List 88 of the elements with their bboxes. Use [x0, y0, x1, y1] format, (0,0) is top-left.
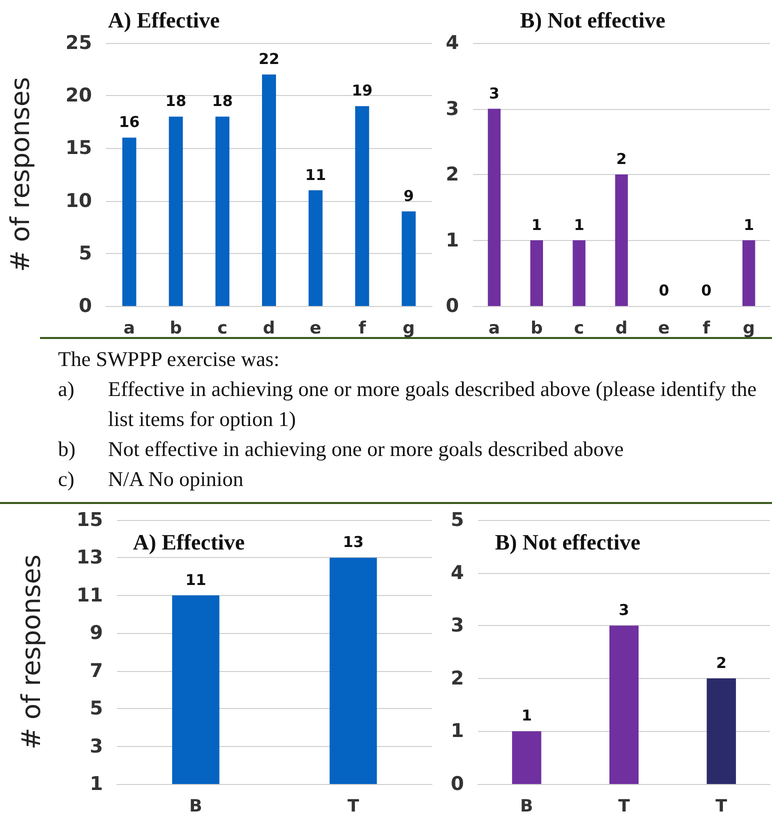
y-tick-label: 9 [90, 622, 103, 644]
y-tick-label: 3 [450, 614, 464, 637]
data-label: 16 [118, 113, 140, 132]
y-tick-label: 0 [450, 773, 464, 795]
data-label: 1 [744, 216, 754, 234]
x-tick-label: c [574, 318, 584, 338]
x-tick-label: T [618, 796, 630, 816]
text: The SWPPP exercise was: [58, 346, 280, 373]
chart-title: B) Not effective [520, 8, 666, 32]
y-tick-label: 3 [90, 735, 103, 758]
bar [355, 106, 370, 306]
y-tick-label: 13 [76, 546, 103, 569]
text: c) N/A No opinion [58, 467, 244, 491]
x-tick-label: d [615, 318, 628, 338]
x-tick-label: c [217, 318, 228, 338]
bar [706, 678, 736, 784]
x-tick-label: g [742, 318, 755, 338]
x-tick-label: T [716, 796, 728, 816]
chart-title: B) Not effective [495, 530, 641, 554]
data-label: 1 [521, 706, 532, 725]
y-tick-label: 0 [446, 295, 459, 317]
data-label: 3 [618, 601, 630, 620]
x-tick-label: B [520, 796, 534, 816]
y-tick-label: 0 [78, 295, 92, 317]
y-tick-label: 25 [66, 32, 92, 54]
data-label: 18 [165, 92, 186, 110]
y-tick-label: 4 [446, 32, 459, 54]
x-tick-label: a [488, 318, 500, 338]
y-tick-label: 1 [450, 720, 464, 742]
y-tick-label: 15 [76, 509, 103, 531]
y-tick-label: 2 [450, 667, 464, 690]
bar [530, 240, 544, 306]
chart-title: A) Effective [108, 8, 220, 32]
y-tick-label: 1 [90, 773, 103, 795]
x-tick-label: f [358, 318, 366, 338]
y-tick-label: 4 [450, 562, 464, 584]
data-label: 2 [716, 654, 727, 672]
data-label: 9 [403, 186, 414, 205]
data-label: 3 [488, 84, 500, 102]
y-tick-label: 20 [66, 84, 92, 107]
x-tick-label: B [189, 796, 202, 816]
text: a) Effective in achieving one or more goals described above (please identify the list items for option 1) [58, 377, 757, 431]
bar [402, 211, 416, 306]
y-tick-label: 5 [90, 698, 103, 720]
y-tick-label: 15 [66, 137, 92, 160]
data-label: 11 [185, 570, 206, 589]
chart-title: A) Effective [133, 530, 246, 554]
x-tick-label: b [530, 318, 543, 338]
y-tick-label: 10 [66, 190, 92, 212]
bar [609, 626, 639, 784]
y-axis-title: # of responses [6, 76, 36, 272]
bar [168, 116, 183, 306]
x-tick-label: e [658, 318, 670, 338]
y-tick-label: 11 [76, 584, 103, 606]
bar [308, 190, 323, 306]
x-tick-label: f [702, 318, 711, 338]
bar [122, 138, 136, 306]
data-label: 1 [574, 216, 584, 234]
y-tick-label: 5 [450, 509, 464, 531]
x-tick-label: d [262, 318, 276, 338]
bar [262, 74, 276, 306]
bar [742, 240, 756, 306]
bar [615, 174, 628, 306]
y-tick-label: 1 [446, 229, 459, 252]
bar [215, 116, 230, 306]
bar [572, 240, 586, 306]
x-tick-label: a [124, 318, 136, 338]
text: b) Not effective in achieving one or more goals described above [58, 437, 624, 461]
y-tick-label: 5 [78, 242, 92, 264]
data-label: 11 [305, 166, 326, 184]
x-tick-label: g [402, 318, 415, 338]
data-label: 13 [342, 533, 364, 552]
data-label: 0 [701, 282, 712, 300]
y-axis-title: # of responses [17, 554, 47, 750]
data-label: 0 [658, 282, 670, 300]
y-tick-label: 3 [446, 98, 459, 120]
x-tick-label: b [170, 318, 182, 338]
data-label: 19 [352, 82, 373, 100]
data-label: 18 [212, 92, 233, 110]
data-label: 1 [531, 216, 542, 234]
bar [512, 731, 542, 784]
data-label: 2 [616, 150, 627, 168]
bar [488, 108, 501, 306]
y-tick-label: 7 [90, 660, 103, 682]
data-label: 22 [258, 50, 280, 68]
y-tick-label: 2 [446, 164, 459, 186]
x-tick-label: T [347, 796, 360, 816]
x-tick-label: e [310, 318, 322, 338]
